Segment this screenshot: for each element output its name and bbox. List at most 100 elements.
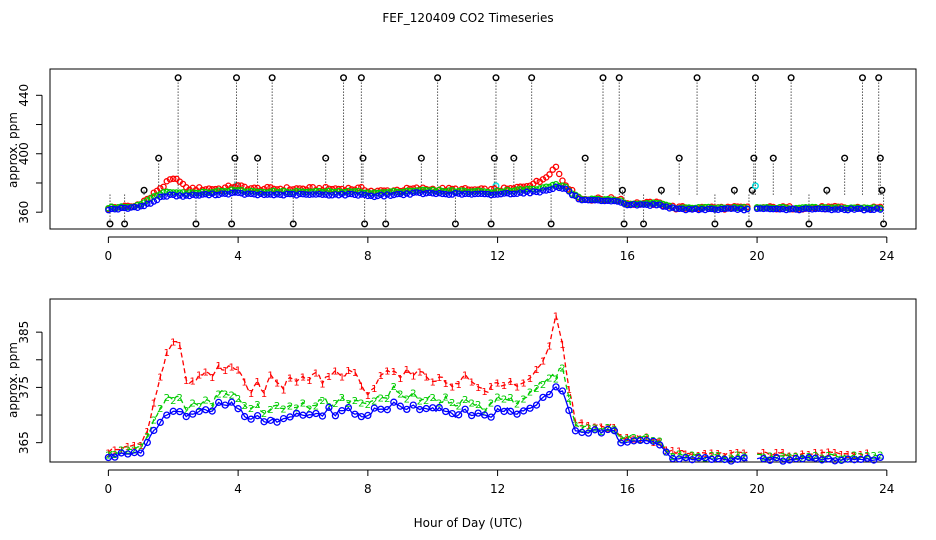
green-point [549,181,556,189]
blue-point [711,206,719,213]
series-marker-2: 2 [131,445,137,456]
series-marker-2: 2 [605,423,611,434]
blue-point [257,190,265,198]
series-marker-2: 2 [378,393,384,404]
series-marker-3 [863,454,871,462]
blue-point [591,196,599,204]
blue-point [312,191,320,198]
series-marker-3 [571,427,580,435]
series-marker-2: 2 [864,451,870,462]
green-point [384,189,391,196]
series-marker-2: 2 [702,454,708,465]
series-marker-1: 1 [332,366,338,377]
series-marker-3 [208,407,216,415]
series-marker-3 [688,456,696,464]
blue-point [270,191,278,199]
spike-point [620,220,628,228]
blue-point [734,206,741,213]
series-marker-1: 1 [501,381,507,392]
y-tick-label: 385 [17,321,31,344]
blue-point [873,205,881,212]
green-point [160,189,167,196]
spike-point [232,74,240,82]
spike-point [750,154,758,162]
series-marker-1: 1 [196,371,202,382]
spike-point [875,74,883,82]
blue-point [559,185,566,192]
blue-point [731,205,738,212]
series-marker-1: 1 [313,368,319,379]
series-marker-1: 1 [708,448,714,459]
series-marker-3 [597,429,606,437]
series-marker-1: 1 [760,448,766,459]
series-marker-2: 2 [209,402,215,413]
blue-point [371,193,378,201]
spike-point [155,154,163,162]
blue-point [215,191,222,199]
green-point [552,180,560,188]
green-point [153,192,161,199]
series-marker-3 [338,407,346,415]
series-marker-3 [798,455,807,463]
blue-point [244,190,252,197]
blue-point [805,205,813,213]
blue-point [844,206,852,214]
series-marker-3 [266,416,275,424]
spike-point [599,74,607,82]
blue-point [646,202,654,209]
blue-point [637,201,644,208]
series-marker-1: 1 [352,368,358,379]
series-marker-3 [552,383,560,391]
series-marker-3 [318,412,327,420]
series-marker-1: 1 [118,446,124,457]
blue-point [199,191,206,198]
blue-point [384,191,391,198]
series-marker-3 [480,411,489,419]
cyan-point [751,182,759,190]
blue-point [598,197,605,205]
series-marker-1: 1 [546,341,552,352]
blue-point [526,189,534,197]
series-marker-2: 2 [819,453,825,464]
green-point [523,185,531,193]
blue-point [847,205,855,212]
green-point [666,202,673,210]
blue-point [640,201,647,208]
series-marker-1: 1 [579,418,585,429]
blue-point [238,189,245,197]
series-marker-2: 2 [235,394,241,405]
spike-point [487,220,495,228]
series-marker-2: 2 [663,448,669,459]
series-marker-3 [234,405,242,413]
series-marker-2: 2 [507,393,513,404]
series-marker-3 [701,453,709,462]
blue-point [189,191,196,199]
blue-point [118,204,125,212]
green-point [205,189,213,196]
series-marker-2: 2 [676,450,682,461]
series-marker-3 [240,412,249,421]
green-point [504,186,511,194]
series-marker-1: 1 [799,450,805,461]
blue-point [786,206,793,213]
blue-point [410,189,417,196]
series-marker-3 [675,455,683,463]
series-marker-3 [623,438,631,446]
blue-point [131,203,138,211]
series-marker-3 [182,412,190,421]
series-marker-1: 1 [319,380,325,391]
series-marker-2: 2 [786,453,792,464]
spike-point [340,74,348,82]
series-marker-2: 2 [430,393,436,404]
blue-point [348,190,355,198]
series-marker-2: 2 [488,398,494,409]
blue-point [770,205,777,213]
series-marker-3 [759,455,768,463]
series-marker-3 [610,427,619,435]
series-marker-1: 1 [138,441,144,452]
series-marker-2: 2 [546,374,552,385]
series-marker-1: 1 [417,367,423,378]
series-marker-3 [403,405,411,414]
blue-point [315,190,323,198]
blue-point [208,190,216,197]
